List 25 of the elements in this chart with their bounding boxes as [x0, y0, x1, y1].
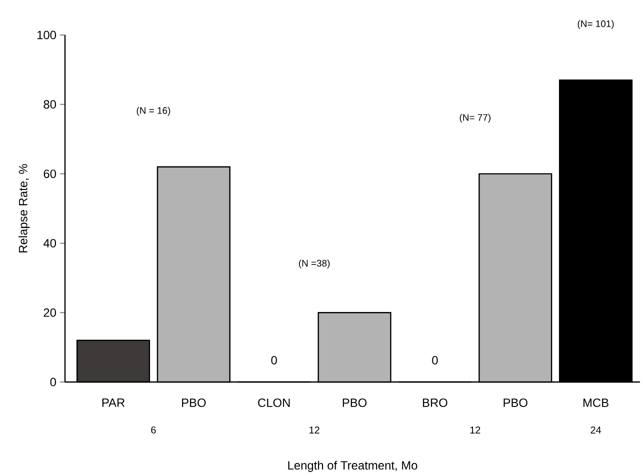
text: 12	[310, 426, 320, 434]
y-tick-label: 40	[43, 238, 56, 248]
y-tick-label: 60	[44, 170, 56, 178]
x-tick-label: PBO	[182, 398, 206, 407]
x-tick-label: CLON	[258, 398, 290, 407]
data-label: 0	[432, 356, 438, 364]
x-tick-label: MCB	[583, 398, 608, 407]
y-tick-label: 100	[37, 30, 56, 40]
text: 6	[151, 426, 156, 434]
x-tick-label: PBO	[342, 398, 367, 407]
y-axis-title: Relapse Rate, %	[18, 164, 30, 252]
text: 24	[590, 426, 602, 434]
x-tick-label: PBO	[504, 398, 528, 407]
x-axis-title: Length of Treatment, Mo	[288, 460, 418, 472]
x-tick-label: BRO	[422, 398, 448, 407]
text: 12	[470, 426, 480, 434]
annotation: (N= 77)	[460, 114, 490, 123]
y-tick-label: 20	[44, 308, 56, 317]
text: (N= 101)	[578, 20, 614, 29]
annotation: (N = 16)	[136, 106, 170, 116]
y-tick-label: 0	[50, 378, 56, 386]
x-tick-label: PAR	[102, 398, 125, 407]
annotation: (N =38)	[298, 260, 330, 268]
data-label: 0	[271, 356, 277, 364]
y-tick-label: 80	[44, 100, 56, 109]
